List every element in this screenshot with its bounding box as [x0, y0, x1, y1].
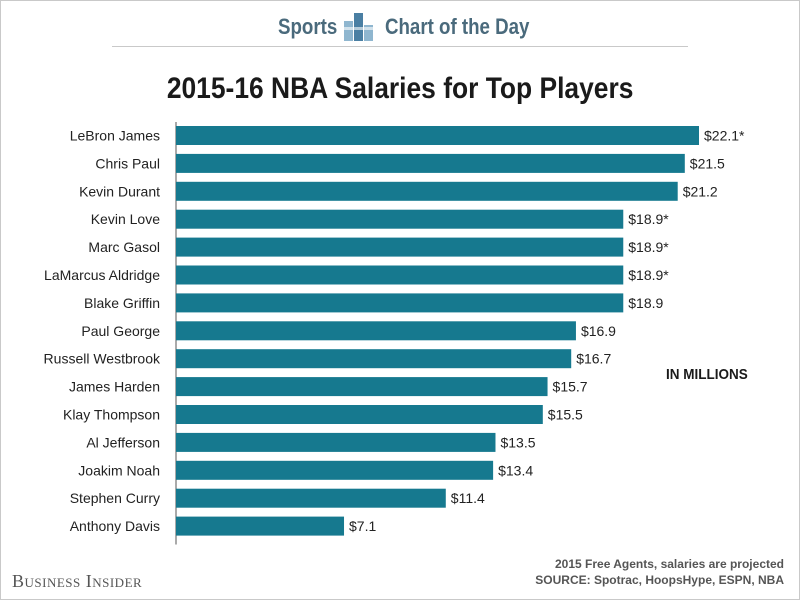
bar: [176, 432, 496, 452]
bar: [176, 460, 494, 480]
bar: [176, 349, 572, 369]
category-label: Blake Griffin: [84, 295, 160, 311]
data-label: $18.9: [628, 295, 663, 311]
bar-chart-logo-icon: [344, 13, 374, 41]
data-label: $16.9: [581, 323, 616, 339]
business-insider-logo: Business Insider: [12, 571, 143, 591]
category-label: Al Jefferson: [86, 434, 160, 450]
bar: [176, 181, 678, 201]
bar: [176, 237, 624, 257]
header: Sports Chart of the Day: [0, 10, 800, 50]
category-label: LeBron James: [70, 128, 160, 144]
category-label: Anthony Davis: [70, 518, 160, 534]
category-label: Kevin Love: [91, 211, 160, 227]
data-label: $22.1*: [704, 128, 745, 144]
data-label: $15.5: [548, 407, 583, 423]
bar: [176, 321, 576, 341]
category-label: LaMarcus Aldridge: [44, 267, 160, 283]
category-label: Paul George: [81, 323, 160, 339]
category-label: Chris Paul: [95, 155, 160, 171]
bar: [176, 488, 446, 508]
data-label: $21.5: [690, 155, 725, 171]
bar: [176, 293, 624, 313]
category-label: Joakim Noah: [78, 462, 160, 478]
data-label: $13.4: [498, 462, 533, 478]
category-label: Klay Thompson: [63, 407, 160, 423]
unit-label: IN MILLIONS: [666, 366, 748, 383]
bar: [176, 209, 624, 229]
data-label: $13.5: [500, 434, 535, 450]
bar: [176, 516, 345, 536]
data-label: $11.4: [451, 490, 485, 506]
data-label: $16.7: [576, 351, 611, 367]
bar: [176, 126, 699, 145]
header-divider: [112, 46, 688, 47]
bar: [176, 153, 685, 173]
category-label: James Harden: [69, 379, 160, 395]
bar: [176, 405, 543, 424]
data-label: $7.1: [349, 518, 376, 534]
header-chart-of-the-day-label: Chart of the Day: [385, 14, 530, 39]
data-label: $18.9*: [628, 239, 669, 255]
header-sports-label: Sports: [278, 14, 338, 39]
category-label: Kevin Durant: [79, 183, 160, 199]
bar: [176, 265, 624, 285]
category-label: Marc Gasol: [88, 239, 160, 255]
data-label: $18.9*: [628, 267, 669, 283]
data-label: $15.7: [553, 379, 588, 395]
data-label: $18.9*: [628, 211, 669, 227]
chart-title: 2015-16 NBA Salaries for Top Players: [166, 72, 634, 105]
category-label: Russell Westbrook: [44, 351, 161, 367]
data-label: $21.2: [683, 183, 718, 199]
source-note: SOURCE: Spotrac, HoopsHype, ESPN, NBA: [535, 573, 784, 587]
category-label: Stephen Curry: [70, 490, 160, 506]
bar: [176, 377, 548, 397]
footnote: 2015 Free Agents, salaries are projected: [554, 557, 784, 571]
